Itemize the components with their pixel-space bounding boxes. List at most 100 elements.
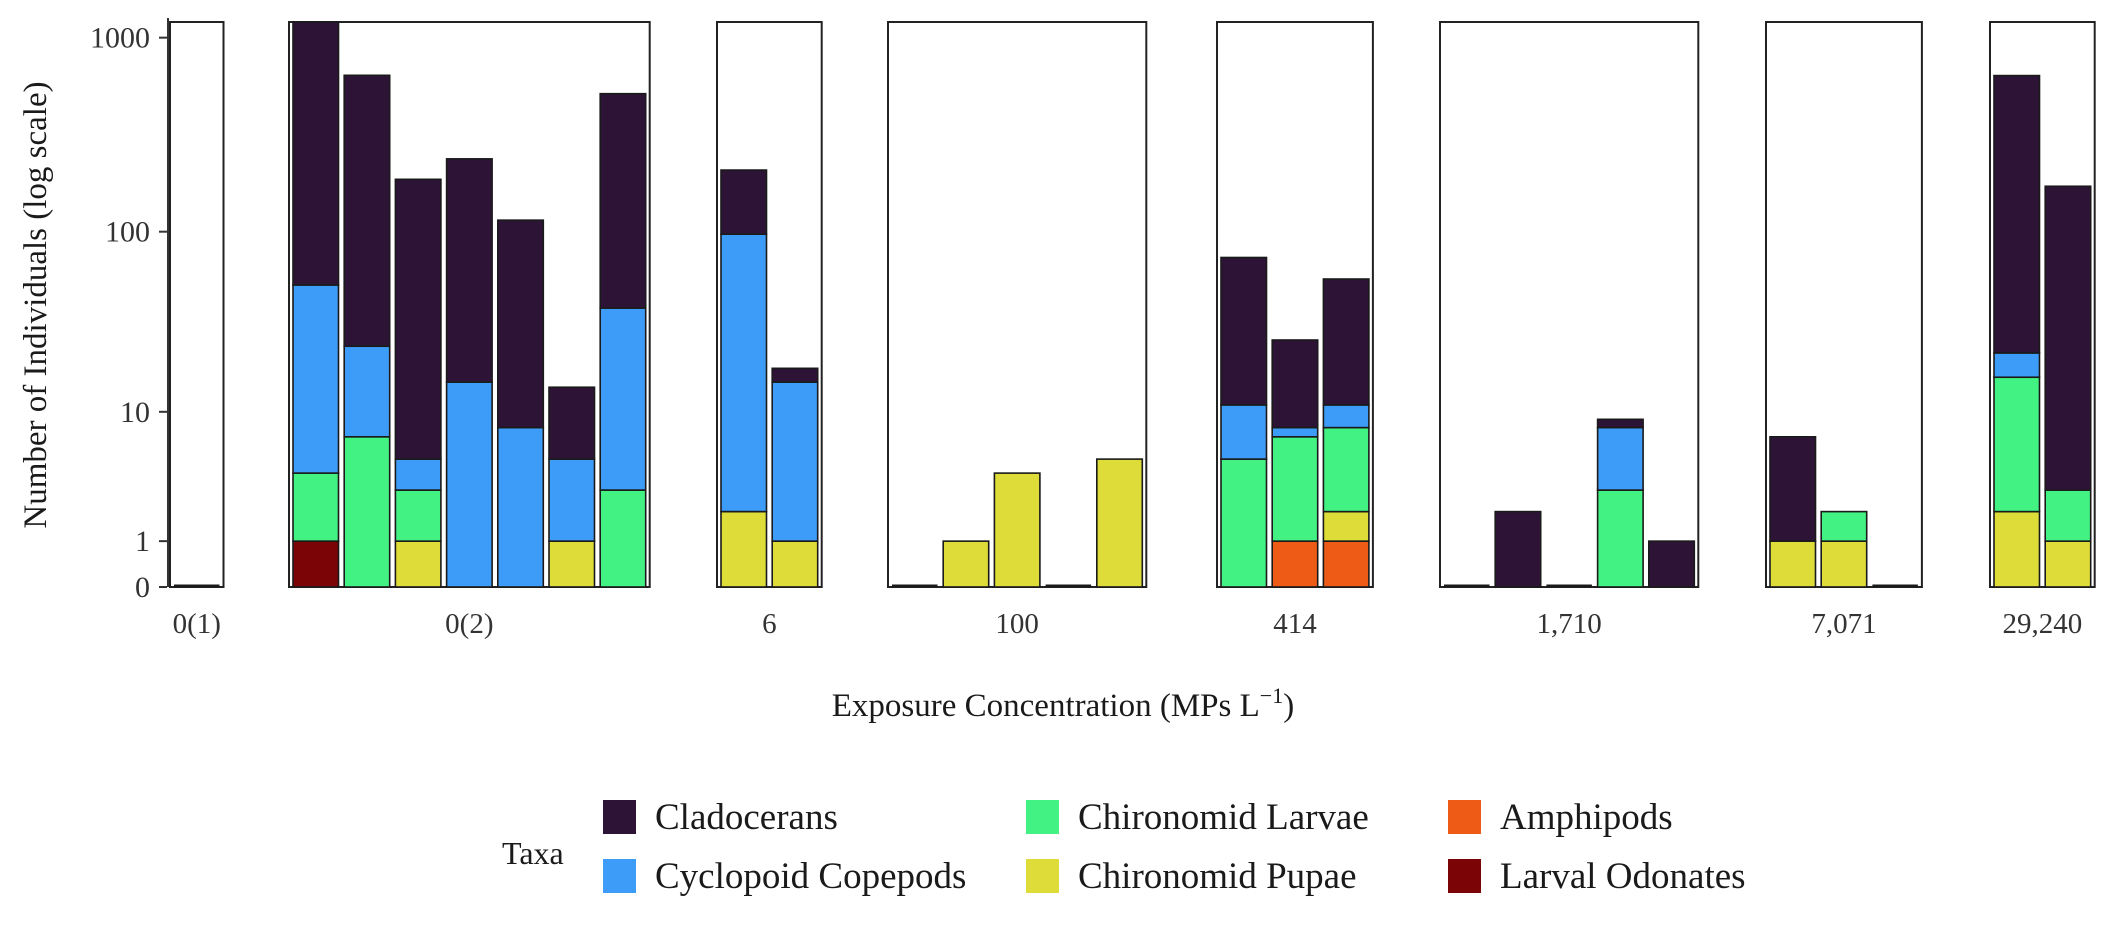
bar-segment-cladocerans <box>343 74 391 348</box>
bar-segment-cyclopoid-copepods <box>1220 404 1268 460</box>
bar-100-rep-2 <box>942 540 990 588</box>
bar-segment-chironomid-pupae <box>1820 540 1868 588</box>
legend-label: Cladocerans <box>655 797 838 838</box>
bar-0-2-rep-4 <box>445 158 493 588</box>
panel-label: 0(1) <box>173 608 221 640</box>
bar-segment-cyclopoid-copepods <box>394 458 442 491</box>
x-axis-title-main: Exposure Concentration (MPs L <box>832 688 1260 724</box>
bar-segment-chironomid-larvae <box>1271 435 1319 542</box>
legend-label: Cyclopoid Copepods <box>655 856 966 897</box>
bar-6-rep-1 <box>720 169 768 588</box>
y-tick-label: 1 <box>135 525 150 558</box>
bar-segment-cladocerans <box>1322 278 1370 406</box>
panel-label: 100 <box>995 608 1039 640</box>
bar-0-2-rep-7 <box>599 92 647 588</box>
panel-label: 29,240 <box>2002 608 2082 640</box>
bar-segment-cladocerans <box>548 386 596 460</box>
bar-segment-chironomid-pupae <box>1096 458 1144 588</box>
bar-segment-cyclopoid-copepods <box>599 307 647 491</box>
bar-segment-chironomid-pupae <box>548 540 596 588</box>
bar-segment-chironomid-pupae <box>1322 510 1370 542</box>
bar-0-2-rep-1 <box>292 21 340 588</box>
bar-segment-chironomid-larvae <box>1322 426 1370 513</box>
legend-swatch <box>1448 800 1481 834</box>
legend-item-chironomid-pupae: Chironomid Pupae <box>1026 856 1357 897</box>
x-axis-title: Exposure Concentration (MPs L−1) <box>832 683 1294 724</box>
bar-segment-cladocerans <box>1769 435 1817 542</box>
bar-segment-cladocerans <box>1494 510 1542 588</box>
bar-1-710-rep-4 <box>1596 418 1644 588</box>
legend: Taxa Cladocerans Chironomid Larvae Amphipo… <box>502 797 1746 897</box>
bar-segment-chironomid-pupae <box>394 540 442 588</box>
bar-segment-cladocerans <box>720 169 768 235</box>
bar-100-rep-3 <box>993 472 1041 588</box>
legend-swatch <box>1026 800 1059 834</box>
bar-segment-chironomid-pupae <box>2044 540 2092 588</box>
bar-segment-cladocerans <box>496 219 545 429</box>
bar-segment-cladocerans <box>1648 540 1696 588</box>
bar-segment-amphipods <box>1271 540 1319 588</box>
bar-segment-chironomid-pupae <box>993 472 1041 588</box>
legend-label: Chironomid Larvae <box>1078 797 1369 838</box>
bar-segment-chironomid-larvae <box>1820 510 1868 542</box>
bar-100-rep-5 <box>1096 458 1144 588</box>
bar-7-071-rep-2 <box>1820 510 1868 588</box>
bar-segment-cladocerans <box>1220 256 1268 406</box>
bar-segment-cyclopoid-copepods <box>343 345 391 438</box>
bar-segment-cyclopoid-copepods <box>548 458 596 542</box>
panel-414: 414 <box>1216 21 1374 640</box>
bar-segment-cyclopoid-copepods <box>1322 404 1370 429</box>
y-tick-label: 1000 <box>90 22 150 55</box>
bar-segment-cyclopoid-copepods <box>1271 426 1319 438</box>
panel-100: 100 <box>887 21 1148 640</box>
bar-1-710-rep-5 <box>1648 540 1696 588</box>
y-tick-label: 100 <box>105 216 150 249</box>
x-axis-title-superscript: −1 <box>1260 683 1283 708</box>
bar-414-rep-1 <box>1220 256 1268 588</box>
legend-item-cladocerans: Cladocerans <box>603 797 838 838</box>
legend-item-cyclopoid-copepods: Cyclopoid Copepods <box>603 856 966 897</box>
panel-1-710: 1,710 <box>1439 21 1700 640</box>
bar-414-rep-3 <box>1322 278 1370 588</box>
bar-segment-chironomid-larvae <box>343 435 391 588</box>
legend-title: Taxa <box>502 835 564 871</box>
bar-6-rep-2 <box>771 367 819 588</box>
legend-item-chironomid-larvae: Chironomid Larvae <box>1026 797 1369 838</box>
bar-segment-chironomid-larvae <box>1596 489 1644 588</box>
bar-segment-cladocerans <box>292 21 340 286</box>
bar-segment-amphipods <box>1322 540 1370 588</box>
bar-segment-chironomid-pupae <box>720 510 768 588</box>
panel-frame <box>716 21 823 588</box>
legend-swatch <box>603 859 636 893</box>
bar-segment-cladocerans <box>2044 185 2092 491</box>
legend-label: Larval Odonates <box>1500 856 1746 897</box>
bar-segment-chironomid-larvae <box>599 489 647 588</box>
bar-segment-cyclopoid-copepods <box>292 284 340 474</box>
bar-segment-cyclopoid-copepods <box>1993 352 2041 379</box>
bar-29-240-rep-1 <box>1993 74 2041 588</box>
bar-segment-chironomid-pupae <box>771 540 819 588</box>
panel-7-071: 7,071 <box>1765 21 1923 640</box>
legend-swatch <box>1026 859 1059 893</box>
panel-label: 414 <box>1273 608 1317 640</box>
bar-0-2-rep-2 <box>343 74 391 588</box>
panel-frame <box>1439 21 1700 588</box>
panel-frame <box>1989 21 2096 588</box>
bar-0-2-rep-6 <box>548 386 596 588</box>
bar-1-710-rep-2 <box>1494 510 1542 588</box>
panel-label: 7,071 <box>1811 608 1876 640</box>
bar-segment-chironomid-pupae <box>942 540 990 588</box>
bar-segment-chironomid-larvae <box>2044 489 2092 542</box>
bar-segment-cyclopoid-copepods <box>1596 426 1644 491</box>
legend-label: Amphipods <box>1500 797 1673 838</box>
bar-29-240-rep-2 <box>2044 185 2092 588</box>
bar-7-071-rep-1 <box>1769 435 1817 588</box>
panel-0-1: 0(1) <box>169 21 225 640</box>
bar-segment-chironomid-larvae <box>292 472 340 542</box>
panel-29-240: 29,240 <box>1989 21 2096 640</box>
x-axis-title-suffix: ) <box>1283 688 1294 724</box>
bar-segment-cladocerans <box>1993 74 2041 354</box>
y-axis-title: Number of Individuals (log scale) <box>18 81 54 528</box>
bar-0-2-rep-5 <box>496 219 545 588</box>
